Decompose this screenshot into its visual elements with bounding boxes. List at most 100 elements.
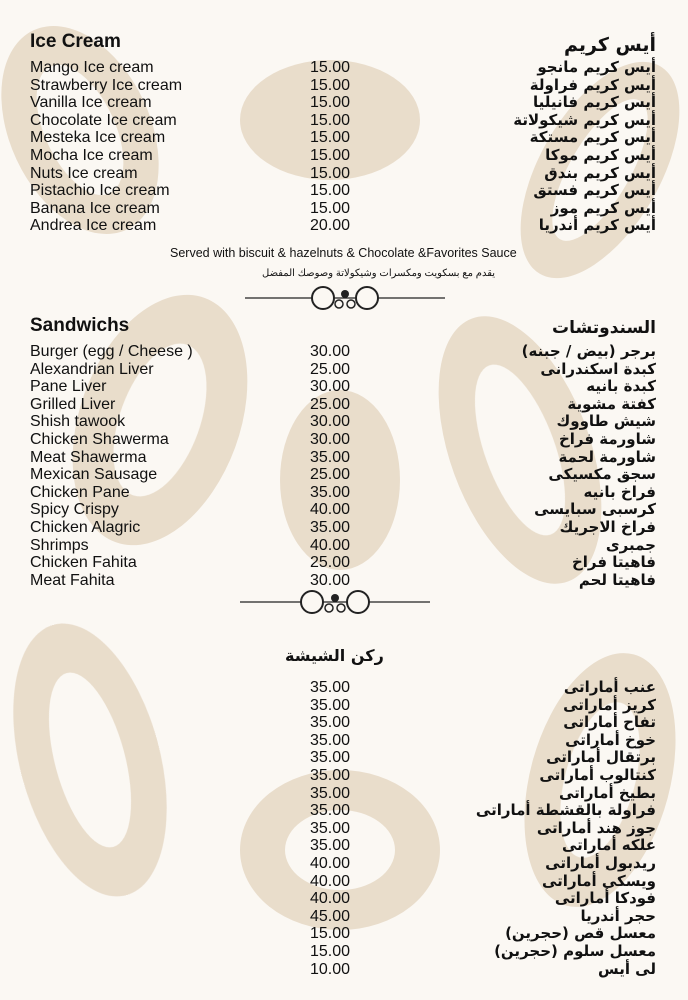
item-name-ar: خوخ أماراتى bbox=[565, 730, 656, 749]
item-price: 30.00 bbox=[310, 571, 351, 589]
item-name-ar: أيس كريم مانجو bbox=[537, 58, 656, 76]
menu-item: Mocha Ice cream 15.00 أيس كريم موكا bbox=[0, 146, 688, 165]
menu-item: 45.00 حجر أندريا bbox=[0, 907, 688, 926]
menu-item: 35.00 جوز هند أماراتى bbox=[0, 818, 688, 838]
item-name-en: Chicken Fahita bbox=[30, 554, 137, 572]
item-price: 20.00 bbox=[310, 217, 351, 235]
menu-item: 35.00 كنتالوب أماراتى bbox=[0, 766, 688, 785]
menu-item: Strawberry Ice cream 15.00 أيس كريم فراولة bbox=[0, 75, 688, 95]
item-name-ar: فراخ الاجريك bbox=[559, 518, 656, 536]
menu-item: 40.00 ريدبول أماراتى bbox=[0, 854, 688, 873]
item-price: 25.00 bbox=[310, 360, 351, 378]
ornament-divider bbox=[240, 590, 430, 614]
menu-item: 40.00 ويسكى أماراتى bbox=[0, 871, 688, 891]
ice-cream-note-en: Served with biscuit & hazelnuts & Chocol… bbox=[170, 246, 517, 260]
sandwiches-title-ar: السندوتشات bbox=[552, 318, 656, 338]
item-name-ar: شاورمة فراخ bbox=[558, 430, 656, 448]
item-name-ar: أيس كريم مستكة bbox=[529, 128, 656, 147]
menu-item: Vanilla Ice cream 15.00 أيس كريم فانيليا bbox=[0, 94, 688, 112]
menu-item: 35.00 عنب أماراتى bbox=[0, 678, 688, 697]
item-name-ar: كريز أماراتى bbox=[563, 695, 656, 714]
item-name-en: Pane Liver bbox=[30, 378, 107, 396]
menu-item: Shish tawook 30.00 شيش طاووك bbox=[0, 413, 688, 431]
item-name-ar: معسل سلوم (حجرين) bbox=[494, 942, 656, 960]
item-name-en: Chicken Alagric bbox=[30, 519, 141, 536]
item-name-ar: معسل قص (حجرين) bbox=[505, 924, 656, 943]
item-name-ar: سجق مكسيكى bbox=[548, 465, 656, 484]
item-name-en: Mesteka Ice cream bbox=[30, 129, 166, 147]
item-name-ar: أيس كريم فستق bbox=[533, 181, 656, 200]
item-name-ar: كفتة مشوية bbox=[567, 394, 656, 413]
item-name-ar: برتقال أماراتى bbox=[546, 748, 656, 767]
item-name-ar: فراخ بانيه bbox=[583, 482, 656, 501]
item-name-en: Meat Fahita bbox=[30, 571, 115, 589]
menu-item: 10.00 لى أيس bbox=[0, 960, 688, 979]
menu-item: Chocolate Ice cream 15.00 أيس كريم شيكولات… bbox=[0, 111, 688, 130]
item-price: 45.00 bbox=[310, 907, 351, 925]
item-name-ar: أيس كريم فراولة bbox=[529, 75, 656, 94]
item-price: 15.00 bbox=[310, 59, 351, 76]
item-name-en: Spicy Crispy bbox=[30, 501, 119, 519]
item-price: 35.00 bbox=[310, 837, 351, 855]
item-price: 40.00 bbox=[310, 872, 351, 890]
item-price: 15.00 bbox=[310, 182, 351, 200]
item-price: 30.00 bbox=[310, 378, 351, 396]
item-name-ar: كبدة اسكندرانى bbox=[540, 359, 656, 378]
menu-item: Banana Ice cream 15.00 أيس كريم موز bbox=[0, 199, 688, 218]
item-name-ar: كنتالوب أماراتى bbox=[539, 766, 656, 784]
item-name-en: Banana Ice cream bbox=[30, 199, 160, 217]
item-price: 30.00 bbox=[310, 431, 351, 448]
item-price: 40.00 bbox=[310, 890, 351, 908]
menu-item: Meat Shawerma 35.00 شاورمة لحمة bbox=[0, 448, 688, 467]
item-name-en: Vanilla Ice cream bbox=[30, 94, 152, 112]
menu-item: Meat Fahita 30.00 فاهيتا لحم bbox=[0, 571, 688, 590]
ice-cream-note-ar: يقدم مع بسكويت ومكسرات وشيكولاتة وصوصك ا… bbox=[262, 268, 496, 279]
menu-item: Chicken Alagric 35.00 فراخ الاجريك bbox=[0, 518, 688, 537]
item-name-en: Grilled Liver bbox=[30, 395, 116, 413]
item-price: 35.00 bbox=[310, 483, 351, 501]
item-name-ar: برجر (بيض / جبنه) bbox=[521, 342, 656, 360]
menu-item: Mesteka Ice cream 15.00 أيس كريم مستكة bbox=[0, 129, 688, 147]
item-price: 35.00 bbox=[310, 714, 351, 732]
item-price: 15.00 bbox=[310, 199, 351, 217]
menu-item: Alexandrian Liver 25.00 كبدة اسكندرانى bbox=[0, 359, 688, 379]
item-name-ar: ريدبول أماراتى bbox=[545, 854, 656, 872]
item-price: 15.00 bbox=[310, 94, 351, 112]
menu-item: Chicken Shawerma 30.00 شاورمة فراخ bbox=[0, 430, 688, 449]
item-price: 35.00 bbox=[310, 448, 351, 466]
item-name-ar: جوز هند أماراتى bbox=[536, 818, 656, 837]
item-price: 15.00 bbox=[310, 76, 351, 94]
item-price: 40.00 bbox=[310, 855, 351, 872]
menu-item: Shrimps 40.00 جمبرى bbox=[0, 536, 688, 555]
item-name-en: Mexican Sausage bbox=[30, 466, 158, 484]
item-price: 35.00 bbox=[310, 802, 351, 820]
menu-item: 40.00 فودكا أماراتى bbox=[0, 890, 688, 908]
item-name-ar: ويسكى أماراتى bbox=[542, 871, 656, 890]
menu-item: Chicken Fahita 25.00 فاهيتا فراخ bbox=[0, 554, 688, 572]
menu-item: Nuts Ice cream 15.00 أيس كريم بندق bbox=[0, 164, 688, 183]
item-name-en: Strawberry Ice cream bbox=[30, 76, 183, 94]
item-name-en: Nuts Ice cream bbox=[30, 164, 138, 182]
item-name-en: Chicken Pane bbox=[30, 483, 130, 501]
menu-item: Mango Ice cream 15.00 أيس كريم مانجو bbox=[0, 58, 688, 77]
menu-item: Chicken Pane 35.00 فراخ بانيه bbox=[0, 482, 688, 502]
item-name-ar: فراولة بالقشطة أماراتى bbox=[475, 801, 656, 820]
shisha-title-ar: ركن الشيشة bbox=[285, 646, 384, 665]
menu-item: 35.00 خوخ أماراتى bbox=[0, 730, 688, 750]
item-name-en: Alexandrian Liver bbox=[30, 360, 154, 378]
menu-item: 35.00 بطيخ أماراتى bbox=[0, 784, 688, 803]
item-price: 15.00 bbox=[310, 925, 351, 943]
menu-item: Burger (egg / Cheese ) 30.00 برجر (بيض / ج… bbox=[0, 342, 688, 361]
item-name-en: Chicken Shawerma bbox=[30, 431, 169, 448]
item-name-ar: كرسبى سبايسى bbox=[534, 500, 656, 519]
item-price: 35.00 bbox=[310, 819, 351, 837]
menu-item: 35.00 برتقال أماراتى bbox=[0, 749, 688, 767]
item-name-en: Meat Shawerma bbox=[30, 448, 147, 466]
menu-item: 15.00 معسل قص (حجرين) bbox=[0, 925, 688, 943]
item-price: 40.00 bbox=[310, 501, 351, 519]
item-price: 15.00 bbox=[310, 164, 351, 182]
item-name-ar: فودكا أماراتى bbox=[554, 889, 656, 908]
item-name-ar: كبدة بانيه bbox=[586, 377, 656, 396]
item-price: 35.00 bbox=[310, 784, 351, 802]
